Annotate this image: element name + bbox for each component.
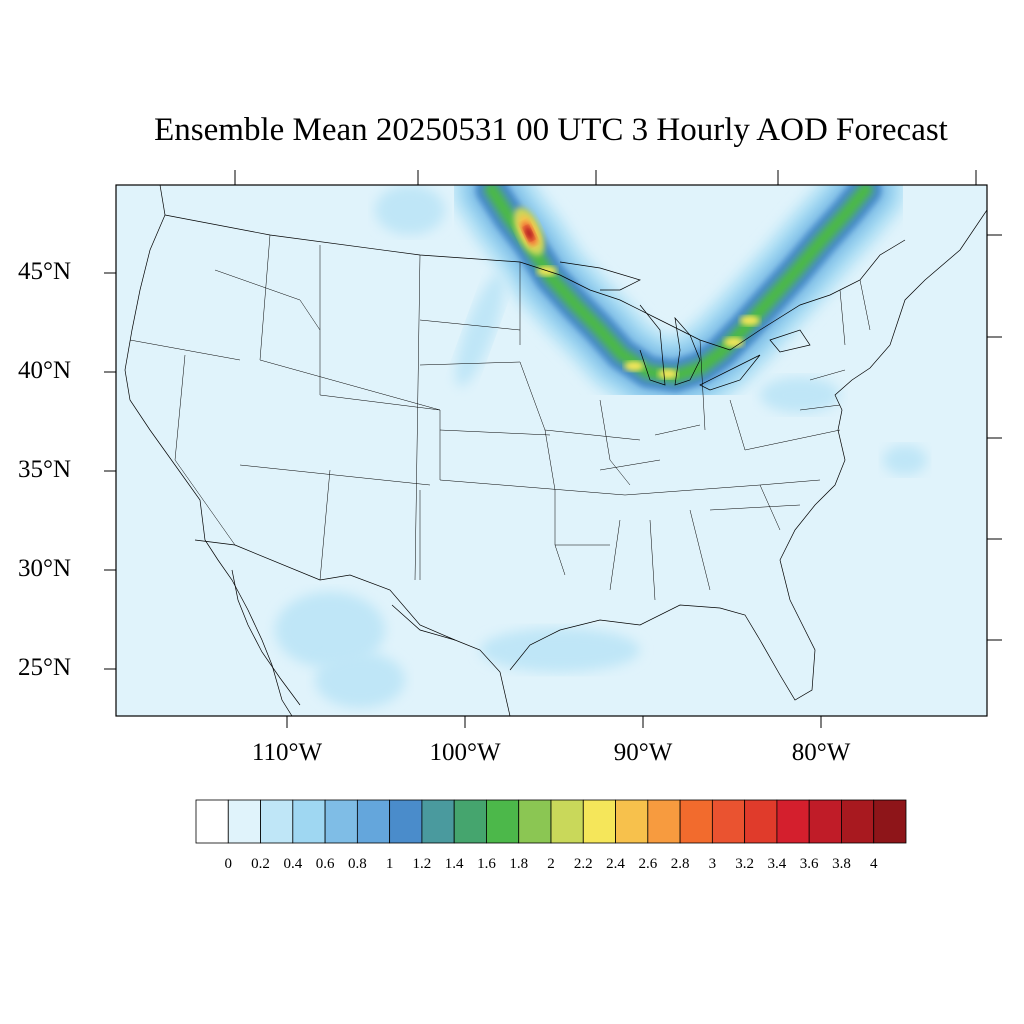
lat-label-25n: 25°N	[18, 654, 72, 681]
lon-label-90w: 90°W	[613, 739, 673, 766]
colorbar-tick-label: 0.8	[347, 856, 367, 872]
aod-secondary-patches	[275, 185, 927, 708]
aod-field	[124, 185, 987, 716]
lat-label-45n: 45°N	[18, 258, 72, 285]
plume-peak-1	[624, 361, 645, 372]
colorbar-tick-label: 1.2	[412, 856, 432, 872]
colorbar-swatch	[453, 799, 487, 844]
hotspot-band-4	[525, 226, 534, 240]
colorbar-swatch	[808, 799, 842, 844]
colorbar-tick-label: 2.8	[670, 856, 690, 872]
map-frame	[115, 184, 988, 717]
colorbar-tick-label: 2	[547, 856, 555, 872]
colorbar-tick-label: 3	[708, 856, 717, 872]
colorbar-swatch	[679, 799, 713, 844]
aod-patch-atlantic	[883, 445, 927, 475]
lon-label-100w: 100°W	[429, 739, 501, 766]
colorbar-swatch	[356, 799, 391, 844]
aod-patch-nebraska	[455, 273, 505, 387]
colorbar-swatch	[227, 799, 261, 844]
colorbar-tick-label: 0.4	[283, 856, 303, 872]
colorbar-swatch	[647, 799, 681, 844]
state-lines	[129, 234, 871, 601]
chart-title: Ensemble Mean 20250531 00 UTC 3 Hourly A…	[154, 112, 948, 148]
colorbar-tick-label: 1.8	[509, 856, 529, 872]
lon-label-80w: 80°W	[791, 739, 851, 766]
colorbar-swatch	[389, 799, 423, 844]
colorbar-swatch	[615, 799, 649, 844]
colorbar-swatch	[776, 799, 810, 844]
colorbar-swatch	[873, 799, 907, 844]
colorbar-swatch	[711, 799, 746, 844]
colorbar-swatch	[292, 799, 326, 844]
aod-patch-north-dakota	[375, 185, 445, 235]
aod-patch-texas	[315, 652, 405, 708]
colorbar-tick-label: 1	[385, 856, 394, 872]
colorbar-tick-label: 3.4	[767, 856, 787, 872]
coastline-west	[124, 185, 293, 716]
lat-label-40n: 40°N	[18, 357, 72, 384]
lat-label-30n: 30°N	[18, 555, 72, 582]
colorbar-swatch	[195, 799, 229, 844]
colorbar-tick-label: 1.4	[444, 856, 464, 872]
colorbar-swatch	[421, 799, 455, 844]
aod-patch-northeast	[760, 377, 840, 413]
colorbar-tick-label: 0.2	[251, 856, 270, 872]
plume-peak-3	[723, 337, 744, 348]
axis-ticks	[104, 170, 1002, 728]
colorbar-swatch	[582, 799, 616, 844]
colorbar-tick-label: 1.6	[477, 856, 496, 872]
colorbar-tick-label: 3.6	[799, 856, 819, 872]
colorbar-swatch	[324, 799, 358, 844]
aod-patch-gulf	[480, 628, 640, 672]
colorbar-swatch	[518, 799, 552, 844]
colorbar-tick-label: 4	[869, 856, 878, 872]
plume-peak-4	[739, 315, 760, 326]
lat-label-35n: 35°N	[18, 456, 72, 483]
colorbar	[195, 799, 907, 844]
colorbar-tick-label: 0.6	[315, 856, 335, 872]
colorbar-tick-label: 3.2	[735, 856, 754, 872]
great-lakes	[559, 261, 811, 391]
colorbar-swatch	[550, 799, 584, 844]
coastline-gulf	[391, 599, 816, 716]
colorbar-swatch	[260, 799, 294, 844]
colorbar-swatch	[744, 799, 778, 844]
map-outlines	[124, 185, 987, 716]
plume-peak-2	[657, 368, 678, 379]
coastline-baja	[231, 569, 301, 706]
colorbar-tick-label: 2.6	[638, 856, 658, 872]
coastline-east	[779, 209, 987, 601]
border-canada	[164, 214, 906, 351]
title-container: Ensemble Mean 20250531 00 UTC 3 Hourly A…	[0, 0, 1024, 160]
colorbar-tick-label: 2.2	[573, 856, 593, 872]
colorbar-swatch	[486, 799, 520, 844]
aod-patch-southwest	[275, 592, 385, 668]
colorbar-tick-label: 0	[224, 856, 233, 872]
colorbar-tick-label: 3.8	[832, 856, 851, 872]
lon-label-110w: 110°W	[251, 739, 323, 766]
colorbar-swatch	[841, 799, 875, 844]
colorbar-tick-label: 2.4	[606, 856, 625, 872]
